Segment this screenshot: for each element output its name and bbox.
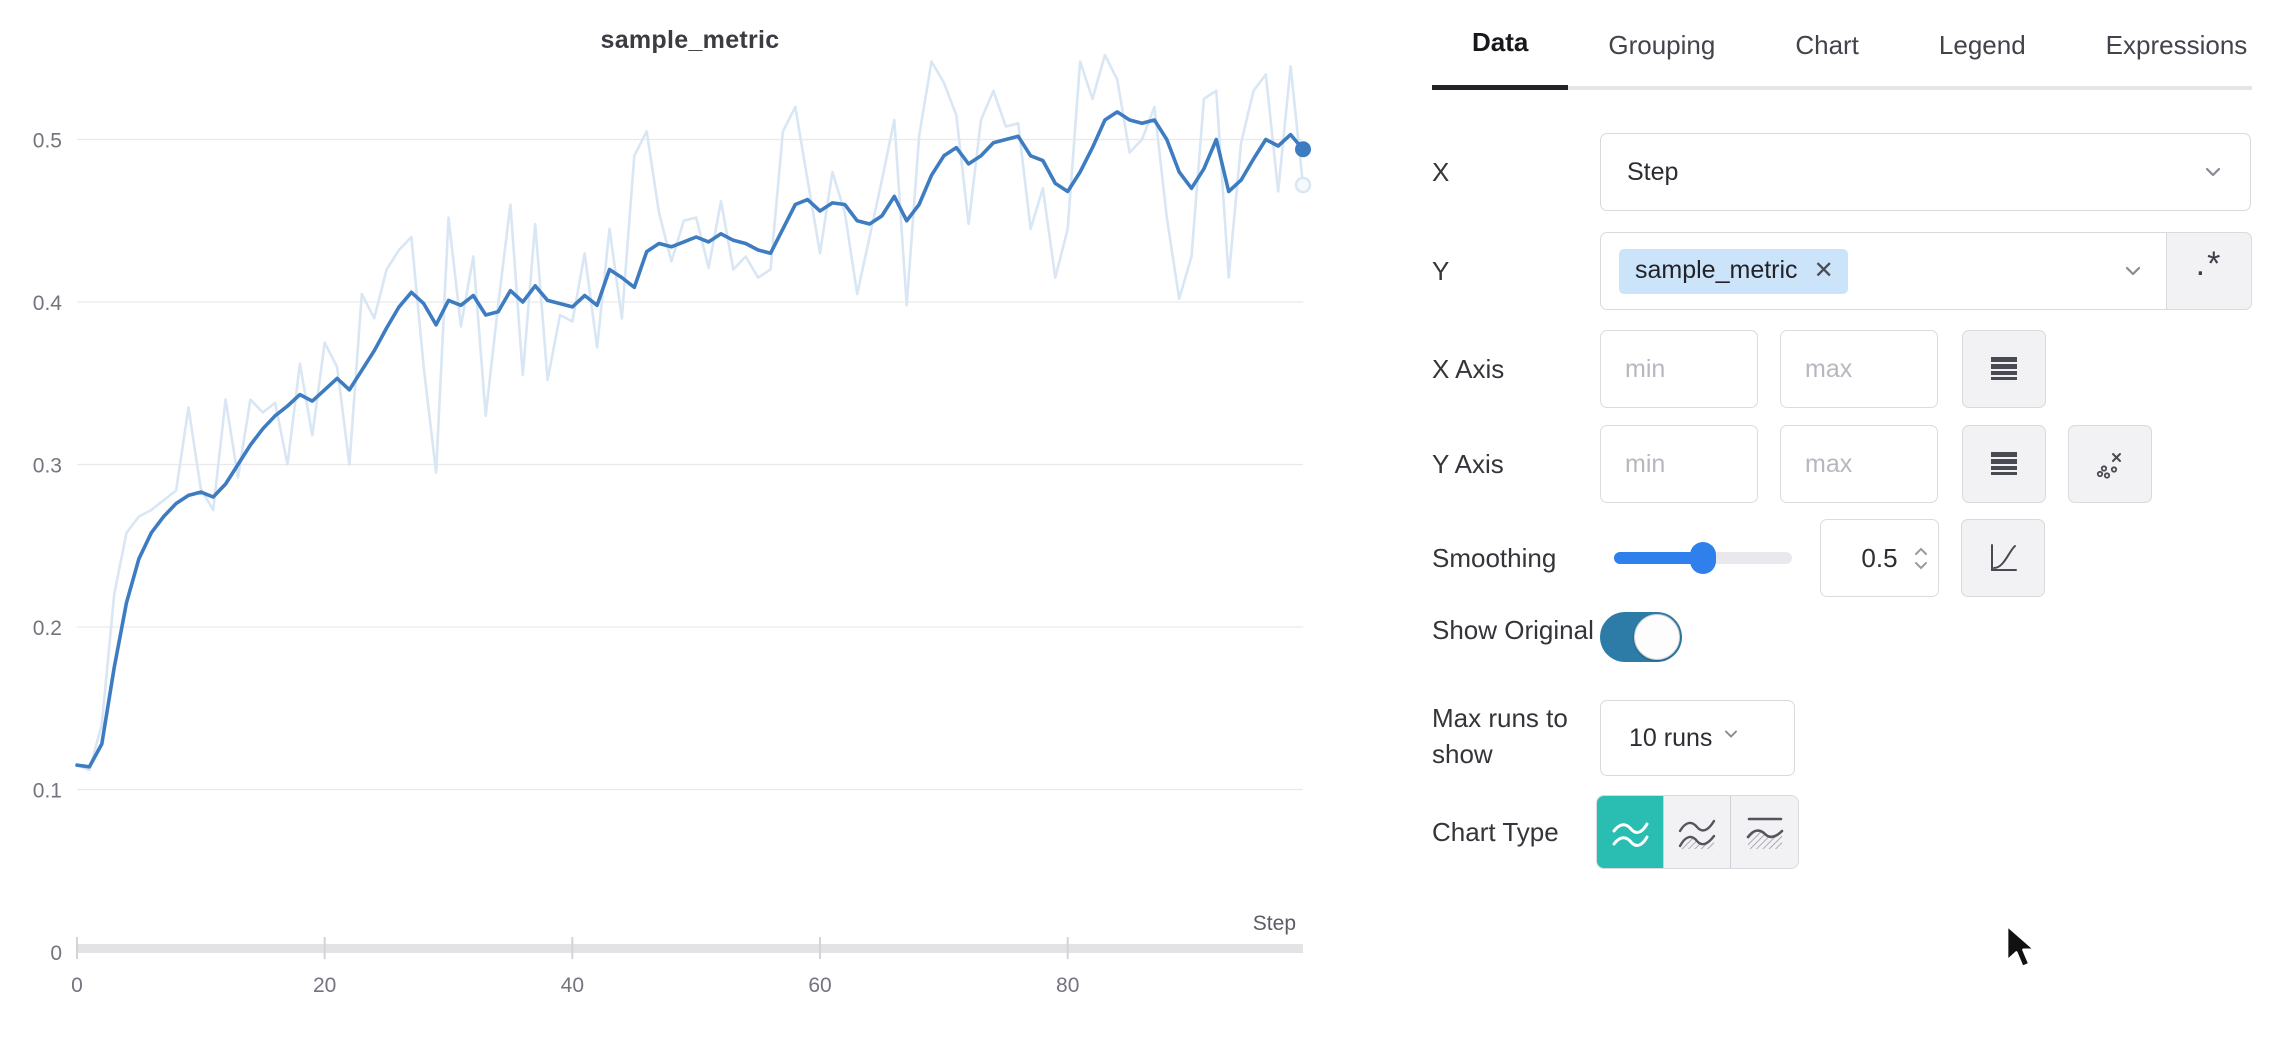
svg-text:0.4: 0.4	[33, 292, 63, 315]
show-original-label: Show Original	[1432, 615, 1594, 645]
svg-text:Step: Step	[1253, 912, 1296, 935]
smoothing-label: Smoothing	[1432, 543, 1557, 573]
y-metric-chip-label: sample_metric	[1635, 255, 1798, 284]
svg-text:20: 20	[313, 974, 336, 997]
chart-type-line-button[interactable]	[1597, 796, 1664, 868]
area-plot-icon	[1678, 819, 1716, 849]
tab-expressions[interactable]: Expressions	[2105, 29, 2248, 60]
log-scale-icon	[1991, 452, 2017, 475]
line-plot-icon	[1612, 822, 1649, 847]
tab-grouping[interactable]: Grouping	[1608, 29, 1716, 60]
svg-text:0: 0	[71, 974, 83, 997]
svg-text:0.3: 0.3	[33, 455, 62, 478]
y-axis-min-input[interactable]	[1600, 425, 1758, 503]
tab-chart[interactable]: Chart	[1795, 29, 1859, 60]
close-icon[interactable]: ✕	[1813, 256, 1834, 284]
tab-legend[interactable]: Legend	[1938, 29, 2026, 60]
svg-text:0: 0	[50, 942, 62, 965]
chart-edit-panel: Data Grouping Chart Legend Expressions X…	[1408, 0, 2272, 1040]
minmax-plot-icon	[1746, 817, 1783, 849]
y-select[interactable]: sample_metric ✕	[1600, 232, 2167, 310]
smoothing-value-input[interactable]: 0.5	[1820, 519, 1939, 597]
svg-text:60: 60	[808, 974, 831, 997]
exclude-outliers-button[interactable]	[2068, 425, 2152, 503]
chart-type-area-button[interactable]	[1664, 796, 1731, 868]
exclude-outliers-icon	[2096, 453, 2121, 479]
smoothing-value: 0.5	[1861, 542, 1898, 573]
x-axis-min-input[interactable]	[1600, 330, 1758, 408]
y-axis-max-input[interactable]	[1780, 425, 1938, 503]
chart-type-group	[1596, 795, 1799, 869]
regex-toggle-button[interactable]: .*	[2167, 232, 2252, 310]
x-field-label: X	[1432, 157, 1450, 187]
tab-data[interactable]: Data	[1432, 0, 1569, 90]
smoothing-slider-knob[interactable]	[1690, 542, 1716, 574]
x-axis-label: X Axis	[1432, 354, 1505, 384]
line-chart[interactable]: 0 0.1 0.2 0.3 0.4 0.5 0 20 40 60 80 Step	[0, 0, 1360, 1040]
chevron-down-icon	[2205, 167, 2221, 177]
svg-text:0.5: 0.5	[33, 130, 62, 153]
smoothing-slider[interactable]	[1614, 542, 1792, 574]
line-chart-panel[interactable]: 0 0.1 0.2 0.3 0.4 0.5 0 20 40 60 80 Step sample_met…	[0, 0, 1360, 1040]
svg-text:40: 40	[561, 974, 584, 997]
regex-icon: .*	[2195, 245, 2223, 283]
x-select[interactable]: Step	[1600, 133, 2251, 211]
svg-text:0.2: 0.2	[33, 617, 62, 640]
y-field-label: Y	[1432, 256, 1450, 286]
smoothing-type-button[interactable]	[1961, 519, 2045, 597]
ema-curve-icon	[1991, 544, 2017, 571]
chart-type-label: Chart Type	[1432, 817, 1559, 847]
stepper-arrows-icon[interactable]	[1913, 520, 1929, 596]
chart-title: sample_metric	[600, 26, 780, 54]
cursor-arrow-icon	[2005, 924, 2036, 969]
tab-bar: Data Grouping Chart Legend Expressions	[1432, 0, 2252, 90]
y-axis-label: Y Axis	[1432, 449, 1504, 479]
x-axis-max-input[interactable]	[1780, 330, 1938, 408]
max-runs-select[interactable]: 10 runs	[1600, 700, 1795, 776]
chevron-down-icon	[1725, 730, 1738, 738]
svg-text:0.1: 0.1	[33, 780, 62, 803]
show-original-toggle[interactable]	[1600, 612, 1682, 662]
x-select-value: Step	[1627, 157, 1679, 186]
x-axis-log-scale-button[interactable]	[1962, 330, 2046, 408]
max-runs-label: Max runs to show	[1432, 703, 1568, 769]
toggle-knob	[1634, 614, 1680, 660]
svg-text:80: 80	[1056, 974, 1079, 997]
chart-type-minmax-button[interactable]	[1731, 796, 1798, 868]
log-scale-icon	[1991, 357, 2017, 380]
y-axis-log-scale-button[interactable]	[1962, 425, 2046, 503]
max-runs-value: 10 runs	[1629, 723, 1713, 752]
chevron-down-icon	[2125, 266, 2141, 276]
y-metric-chip[interactable]: sample_metric ✕	[1619, 248, 1848, 294]
